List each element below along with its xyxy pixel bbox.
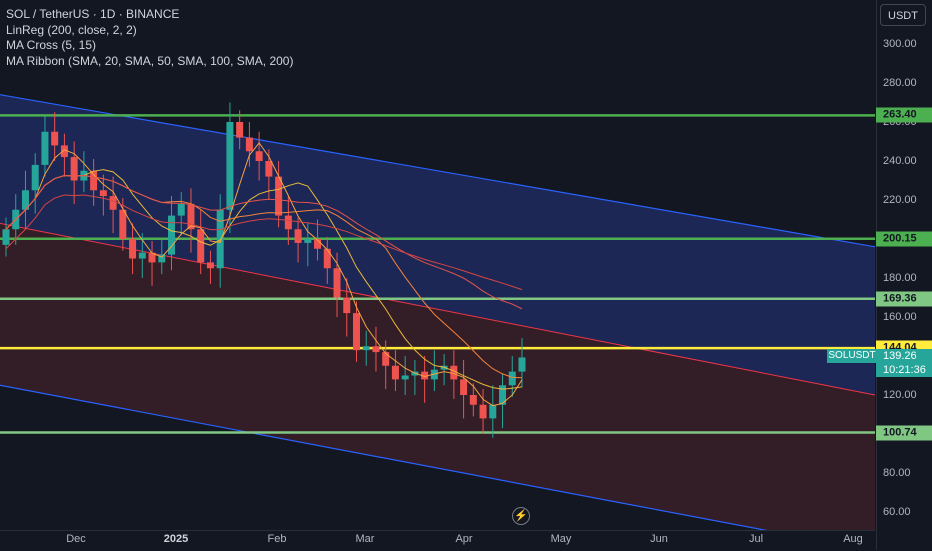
candle-body xyxy=(343,297,351,314)
price-tick-label: 120.00 xyxy=(883,389,917,401)
time-axis-label: May xyxy=(550,533,572,545)
candle-body xyxy=(109,196,117,210)
candle-body xyxy=(304,239,312,243)
candle-body xyxy=(70,157,78,181)
candle-body xyxy=(469,395,477,405)
channel-lower-line xyxy=(0,384,876,551)
time-axis-label: Jun xyxy=(650,533,668,545)
time-axis[interactable] xyxy=(0,530,875,551)
price-tick-label: 80.00 xyxy=(883,467,911,479)
time-axis-label: Jul xyxy=(748,533,764,545)
candle-body xyxy=(206,262,214,269)
candle-body xyxy=(226,122,234,210)
symbol-price-tag: SOLUSDT xyxy=(827,349,877,363)
candle-body xyxy=(421,371,429,380)
time-axis-label: Aug xyxy=(843,533,863,545)
time-axis-label: 2025 xyxy=(163,533,189,545)
price-chart[interactable] xyxy=(0,0,876,551)
indicator-ma-cross[interactable]: MA Cross (5, 15) xyxy=(6,38,97,52)
candle-body xyxy=(499,385,507,405)
candle-body xyxy=(90,170,98,191)
level-price-tag[interactable]: 100.74 xyxy=(876,425,932,441)
candle-body xyxy=(391,365,399,380)
price-tick-label: 160.00 xyxy=(883,311,917,323)
indicator-ma-ribbon[interactable]: MA Ribbon (SMA, 20, SMA, 50, SMA, 100, S… xyxy=(6,53,294,68)
candle-body xyxy=(119,209,127,239)
candle-body xyxy=(479,404,487,419)
candle-body xyxy=(323,248,331,269)
price-tick-label: 240.00 xyxy=(883,155,917,167)
channel-upper-band xyxy=(0,94,875,395)
candle-body xyxy=(401,375,409,380)
candle-body xyxy=(60,145,68,158)
lightning-icon[interactable]: ⚡ xyxy=(512,507,530,525)
last-price-value: 139.26 xyxy=(883,350,917,362)
candle-body xyxy=(333,268,341,298)
bar-countdown: 10:21:36 xyxy=(883,364,926,376)
candle-body xyxy=(21,190,29,210)
candle-body xyxy=(275,176,283,216)
indicator-linreg[interactable]: LinReg (200, close, 2, 2) xyxy=(6,22,137,37)
price-tick-label: 300.00 xyxy=(883,38,917,50)
candle-body xyxy=(489,404,497,419)
candle-body xyxy=(372,346,380,353)
candle-body xyxy=(177,203,185,216)
ma-line-200 xyxy=(5,194,523,291)
time-axis-label: Mar xyxy=(355,533,375,545)
price-tick-label: 180.00 xyxy=(883,272,917,284)
candle-body xyxy=(518,357,526,372)
candle-body xyxy=(187,203,195,230)
price-axis[interactable] xyxy=(876,0,932,550)
candle-body xyxy=(362,346,370,351)
candle-body xyxy=(460,379,468,395)
candle-body xyxy=(314,239,322,249)
channel-mid-line xyxy=(0,222,876,396)
candle-body xyxy=(197,229,205,263)
candle-body xyxy=(129,239,137,259)
candle-body xyxy=(99,190,107,197)
candle-body xyxy=(31,164,39,191)
chart-area[interactable] xyxy=(0,0,876,551)
currency-button[interactable]: USDT xyxy=(880,4,926,26)
ma-line-100 xyxy=(5,174,523,310)
candle-body xyxy=(450,365,458,380)
time-axis-label: Feb xyxy=(267,533,287,545)
price-tick-label: 220.00 xyxy=(883,194,917,206)
time-axis-label: Dec xyxy=(66,533,86,545)
last-price-tag: 139.26 10:21:36 xyxy=(876,349,932,377)
channel-upper-line xyxy=(0,94,876,248)
price-tick-label: 280.00 xyxy=(883,77,917,89)
candle-body xyxy=(294,229,302,243)
candle-body xyxy=(2,229,10,245)
candle-body xyxy=(138,252,146,259)
candle-body xyxy=(236,122,244,138)
level-price-tag[interactable]: 200.15 xyxy=(876,231,932,247)
candle-body xyxy=(245,137,253,152)
candle-body xyxy=(158,254,166,263)
candle-body xyxy=(508,371,516,386)
candle-body xyxy=(41,131,49,165)
candle-body xyxy=(382,352,390,366)
time-axis-label: Apr xyxy=(455,533,473,545)
ma-line-fast xyxy=(5,142,523,407)
candle-body xyxy=(168,215,176,255)
candle-body xyxy=(255,151,263,161)
level-price-tag[interactable]: 169.36 xyxy=(876,291,932,307)
channel-lower-band xyxy=(0,223,875,551)
symbol-title[interactable]: SOL / TetherUS · 1D · BINANCE xyxy=(6,7,180,21)
level-price-tag[interactable]: 263.40 xyxy=(876,107,932,123)
candle-body xyxy=(284,215,292,230)
price-tick-label: 60.00 xyxy=(883,506,911,518)
candle-body xyxy=(51,131,59,146)
candle-body xyxy=(265,161,273,177)
candle-body xyxy=(352,313,360,351)
candle-body xyxy=(148,252,156,263)
ma-line-20 xyxy=(5,169,523,390)
chart-legend: SOL / TetherUS · 1D · BINANCE LinReg (20… xyxy=(6,7,293,69)
